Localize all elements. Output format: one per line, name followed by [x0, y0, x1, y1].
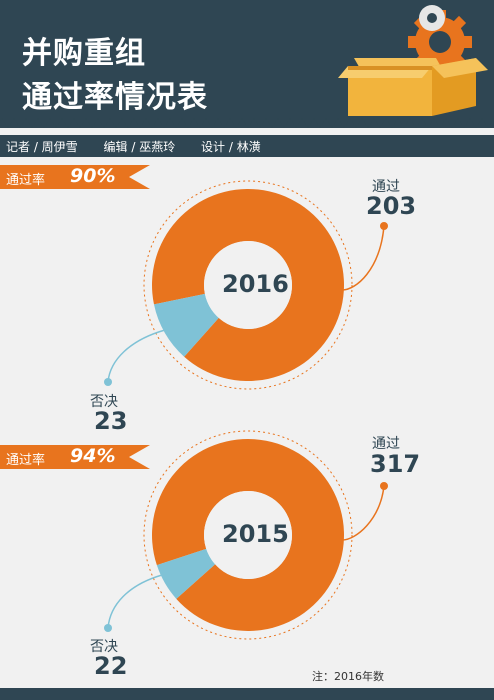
pass-label-2016: 通过: [372, 179, 400, 195]
slice-pass: [151, 188, 344, 381]
rate-value: 94%: [70, 445, 116, 467]
reject-leader-dot: [104, 378, 112, 386]
reject-leader-dot: [104, 624, 112, 632]
reject-leader-line: [107, 574, 163, 629]
pass-leader-dot: [380, 482, 388, 490]
reject-leader-line: [107, 329, 166, 383]
reject-label-2016: 否决: [90, 394, 118, 410]
credit-editor: 编辑 / 巫燕玲: [103, 140, 176, 154]
reject-label-2015: 否决: [90, 639, 118, 655]
zigzag-divider: [0, 118, 494, 128]
bottom-bar: [0, 688, 494, 700]
rate-value: 90%: [70, 165, 116, 187]
donut-hole: [204, 241, 292, 329]
pass-value-2015: 317: [370, 450, 421, 478]
slice-reject: [156, 548, 216, 599]
footer-note: 注：2016年数: [312, 670, 384, 683]
credit-reporter: 记者 / 周伊雪: [6, 140, 78, 154]
reject-value-2016: 23: [94, 407, 128, 435]
credit-design: 设计 / 林潢: [201, 140, 261, 154]
donut-chart-2015: [104, 430, 388, 640]
pass-label-2015: 通过: [372, 436, 400, 452]
year-label-2015: 2015: [222, 520, 289, 548]
credits-bar: 记者 / 周伊雪 编辑 / 巫燕玲 设计 / 林潢: [0, 135, 494, 157]
rate-tag-2016: 通过率 90%: [0, 165, 150, 189]
pass-leader-dot: [380, 222, 388, 230]
reject-value-2015: 22: [94, 652, 128, 680]
rate-tag-2015: 通过率 94%: [0, 445, 150, 469]
donut-hole: [204, 491, 292, 579]
dotted-ring: [143, 430, 353, 640]
pass-value-2016: 203: [366, 192, 417, 220]
rate-label: 通过率: [6, 453, 46, 468]
dotted-ring: [143, 180, 353, 390]
rate-tag-bg: [0, 165, 150, 189]
pass-leader-line: [341, 485, 385, 541]
box-illustration: [338, 5, 488, 116]
donut-chart-2016: [104, 180, 388, 390]
title-line-2: 通过率情况表: [22, 80, 208, 115]
rate-tag-bg: [0, 445, 150, 469]
rate-label: 通过率: [6, 173, 46, 188]
title-line-1: 并购重组: [22, 36, 146, 71]
year-label-2016: 2016: [222, 270, 289, 298]
pass-leader-line: [341, 225, 385, 291]
slice-pass: [151, 438, 344, 631]
credits: 记者 / 周伊雪 编辑 / 巫燕玲 设计 / 林潢: [6, 138, 283, 155]
header: 并购重组 通过率情况表: [0, 0, 494, 128]
box-icon: [338, 58, 488, 116]
slice-reject: [153, 293, 219, 357]
